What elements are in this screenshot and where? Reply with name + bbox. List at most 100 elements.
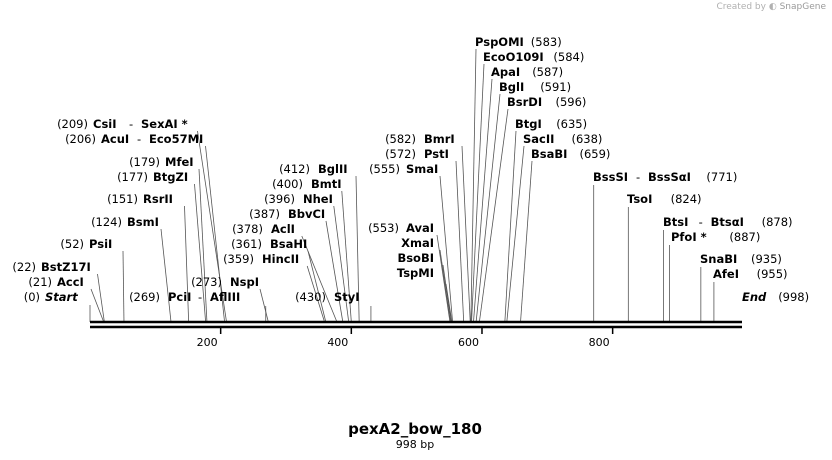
- cut-line: [259, 288, 269, 323]
- site-name: BsaHI: [270, 237, 307, 251]
- cut-line: [439, 249, 452, 323]
- site-name: HincII: [262, 252, 299, 266]
- cut-line: [461, 145, 471, 323]
- site-position: (587): [532, 65, 563, 79]
- site-name: TsoI: [627, 192, 652, 206]
- site-position: (151): [107, 192, 138, 206]
- site-name: RsrII: [143, 192, 173, 206]
- cut-line: [445, 283, 453, 323]
- site-name: End: [742, 290, 767, 304]
- sequence-backbone: 200 400 600 800: [90, 320, 742, 349]
- cut-line: [198, 168, 208, 323]
- site-name: CsiI: [93, 117, 117, 131]
- cut-line: [439, 175, 453, 323]
- tick-label: 800: [589, 336, 610, 349]
- cut-line: [470, 48, 477, 323]
- site-position: (209): [57, 117, 88, 131]
- site-name: BtsαI: [711, 215, 744, 229]
- site-position: (935): [751, 252, 782, 266]
- tick-label: 400: [327, 336, 348, 349]
- site-name: EcoO109I: [483, 50, 544, 64]
- site-name: BsrDI: [507, 95, 542, 109]
- site-position: (572): [385, 147, 416, 161]
- site-name: BmtI: [311, 177, 342, 191]
- site-name: PstI: [424, 147, 449, 161]
- credit: Created by ◐ SnapGene: [716, 2, 826, 12]
- site-position: (771): [706, 170, 737, 184]
- site-name: BtsI: [663, 215, 688, 229]
- site-name: BbvCI: [288, 207, 325, 221]
- site-name: NheI: [303, 192, 333, 206]
- site-name: ApaI: [491, 65, 520, 79]
- site-name: AfeI: [713, 267, 739, 281]
- cut-line: [301, 235, 338, 323]
- site-name: BmrI: [424, 132, 455, 146]
- site-position: (430): [295, 290, 326, 304]
- site-name: MfeI: [165, 155, 194, 169]
- site-name: BsmI: [127, 215, 159, 229]
- cut-line: [520, 160, 533, 323]
- site-name: BssSαI: [648, 170, 691, 184]
- tick-label: 200: [197, 336, 218, 349]
- site-position: (582): [385, 132, 416, 146]
- site-position: (378): [232, 222, 263, 236]
- site-name: AflIII: [210, 290, 240, 304]
- cut-lines: [89, 48, 715, 323]
- site-separator: -: [636, 170, 640, 184]
- cut-line: [122, 250, 125, 323]
- cut-line: [471, 63, 485, 323]
- site-name: PciI: [168, 290, 191, 304]
- cut-line: [197, 130, 227, 323]
- site-position: (635): [556, 117, 587, 131]
- cut-line: [478, 108, 509, 323]
- site-position: (878): [762, 215, 793, 229]
- site-name: PspOMI: [475, 35, 524, 49]
- cut-line: [194, 183, 207, 323]
- site-position: (400): [272, 177, 303, 191]
- site-position: (269): [129, 290, 160, 304]
- site-name: SmaI: [406, 162, 438, 176]
- site-position: (659): [580, 147, 611, 161]
- site-name: PsiI: [89, 237, 112, 251]
- site-position: (361): [231, 237, 262, 251]
- cut-line: [355, 175, 360, 323]
- site-position: (553): [368, 221, 399, 235]
- site-position: (887): [729, 230, 760, 244]
- snapgene-logo-icon: ◐: [768, 2, 777, 12]
- credit-brand: SnapGene: [779, 2, 826, 12]
- cut-line: [455, 160, 465, 323]
- site-name: SnaBI: [700, 252, 737, 266]
- site-name: SexAI *: [141, 117, 188, 131]
- site-name: BstZ17I: [41, 260, 91, 274]
- site-position: (124): [91, 215, 122, 229]
- site-position: (412): [279, 162, 310, 176]
- site-name: AcuI: [101, 132, 129, 146]
- site-name: Eco57MI: [149, 132, 203, 146]
- cut-line: [97, 273, 105, 323]
- site-name: BglII: [318, 162, 348, 176]
- cut-line: [506, 145, 525, 323]
- site-name: BssSI: [593, 170, 628, 184]
- site-name: XmaI: [401, 236, 434, 250]
- site-position: (591): [540, 80, 571, 94]
- cut-line: [341, 190, 352, 323]
- credit-prefix: Created by: [716, 2, 766, 12]
- site-name: StyI: [334, 290, 360, 304]
- site-name: BglI: [499, 80, 524, 94]
- site-position: (396): [264, 192, 295, 206]
- site-labels: (209) CsiI - SexAI *(206) AcuI - Eco57MI(179) M…: [12, 35, 809, 304]
- site-position: (824): [671, 192, 702, 206]
- site-position: (52): [60, 237, 84, 251]
- tick-label: 600: [458, 336, 479, 349]
- site-separator: -: [129, 117, 133, 131]
- site-position: (584): [553, 50, 584, 64]
- cut-line: [205, 145, 225, 323]
- cut-line: [306, 265, 325, 323]
- sequence-length: 998 bp: [396, 438, 434, 451]
- site-name: AccI: [57, 275, 84, 289]
- cut-line: [160, 228, 172, 323]
- site-position: (596): [556, 95, 587, 109]
- site-position: (206): [65, 132, 96, 146]
- cut-line: [473, 78, 493, 323]
